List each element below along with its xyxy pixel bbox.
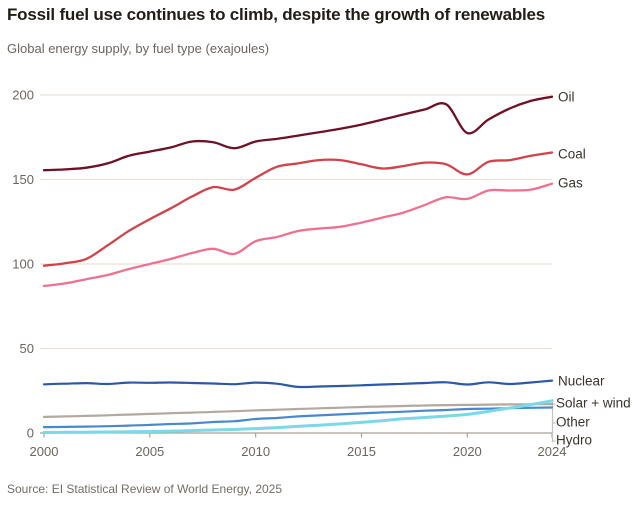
x-tick-label-2015: 2015 <box>347 444 376 459</box>
series-label-gas: Gas <box>558 176 583 191</box>
y-tick-label-50: 50 <box>20 341 34 356</box>
x-tick-label-2000: 2000 <box>30 444 59 459</box>
series-line-hydro <box>42 406 554 429</box>
series-line-gas <box>42 182 554 288</box>
y-tick-label-200: 200 <box>12 88 34 103</box>
x-tick-label-2020: 2020 <box>453 444 482 459</box>
chart-subtitle: Global energy supply, by fuel type (exaj… <box>7 41 270 56</box>
series-line-nuclear <box>42 379 554 389</box>
y-tick-label-100: 100 <box>12 257 34 272</box>
source-note: Source: EI Statistical Review of World E… <box>7 482 283 496</box>
series-label-other: Other <box>556 415 590 430</box>
series-line-coal <box>42 151 554 267</box>
series-line-oil <box>42 95 554 172</box>
series-label-coal: Coal <box>558 147 586 162</box>
series-line-other <box>42 403 554 418</box>
series-label-hydro: Hydro <box>556 433 592 448</box>
series-label-nuclear: Nuclear <box>558 374 605 389</box>
x-tick-label-2024: 2024 <box>538 444 567 459</box>
chart-title: Fossil fuel use continues to climb, desp… <box>7 5 546 24</box>
series-label-oil: Oil <box>558 90 575 105</box>
y-tick-label-150: 150 <box>12 172 34 187</box>
y-tick-label-0: 0 <box>27 426 34 441</box>
series-line-solar-wind <box>42 399 554 434</box>
series-label-solar-wind: Solar + wind <box>556 396 631 411</box>
x-tick-label-2010: 2010 <box>241 444 270 459</box>
x-tick-label-2005: 2005 <box>135 444 164 459</box>
